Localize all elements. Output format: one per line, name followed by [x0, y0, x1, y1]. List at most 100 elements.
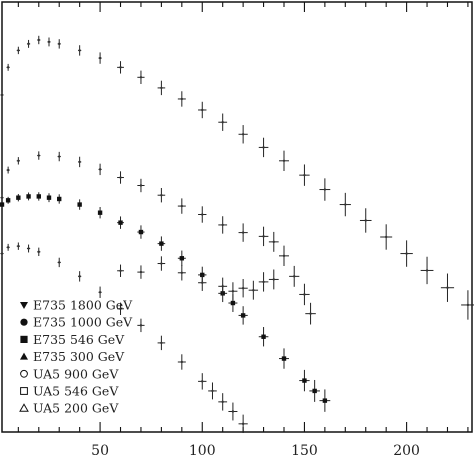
data-point	[241, 231, 245, 234]
data-point	[272, 278, 275, 281]
data-point	[160, 86, 163, 90]
legend-marker-triangle-down	[20, 302, 28, 309]
data-point	[6, 168, 10, 172]
data-point	[405, 252, 408, 255]
data-point-square	[159, 241, 164, 246]
data-point	[252, 288, 255, 292]
legend-label: UA5 200 GeV	[33, 401, 119, 416]
data-point	[180, 204, 184, 208]
data-point-square	[97, 210, 103, 215]
data-point	[37, 154, 40, 157]
legend-marker-triangle-up-filled	[20, 352, 28, 360]
data-point	[309, 312, 312, 315]
legend-marker-circle-open	[20, 369, 28, 378]
data-point	[262, 235, 265, 238]
data-point	[262, 146, 265, 149]
data-point-square	[57, 196, 62, 202]
data-point	[6, 66, 10, 69]
data-point-square	[0, 202, 5, 207]
legend-label: E735 1000 GeV	[33, 315, 133, 330]
x-tick-label: 50	[91, 443, 109, 459]
data-point-square	[302, 378, 307, 383]
data-point-square	[230, 300, 236, 306]
data-point-square	[26, 194, 31, 199]
data-point	[119, 66, 122, 69]
data-point	[47, 40, 51, 44]
data-point	[344, 203, 347, 206]
data-point	[160, 341, 163, 345]
data-point	[221, 285, 224, 288]
data-point	[160, 262, 163, 265]
data-point	[37, 38, 40, 42]
data-point-square	[322, 398, 328, 403]
data-point	[27, 42, 30, 46]
data-point	[323, 188, 327, 191]
data-point	[139, 324, 143, 327]
legend-marker-square-filled	[20, 335, 28, 343]
data-point	[201, 213, 204, 216]
data-point	[0, 252, 4, 255]
data-point	[139, 270, 143, 274]
legend-label: E735 546 GeV	[33, 332, 125, 347]
data-point	[58, 261, 61, 264]
data-point	[119, 307, 122, 310]
data-point-square	[179, 256, 185, 261]
data-point	[78, 160, 81, 164]
data-point	[98, 56, 102, 60]
x-tick-label: 200	[393, 443, 420, 459]
data-point	[17, 49, 20, 52]
data-point	[0, 93, 4, 97]
legend-marker-square-open	[20, 387, 28, 395]
data-point	[78, 49, 81, 52]
data-point	[425, 269, 429, 272]
data-point	[221, 400, 224, 404]
data-point-square	[36, 194, 41, 199]
data-point-square	[312, 388, 317, 394]
data-point	[241, 422, 245, 426]
plot-frame	[1, 1, 473, 433]
data-point	[231, 290, 235, 293]
legend-marker-circle-filled	[20, 318, 28, 326]
x-tick-label: 150	[291, 443, 318, 459]
data-point	[98, 291, 102, 294]
data-point	[37, 250, 40, 254]
data-point	[201, 380, 204, 383]
legend-label: E735 300 GeV	[33, 349, 125, 364]
legend-label: E735 1800 GeV	[33, 298, 133, 313]
data-point-square	[118, 220, 123, 225]
data-point	[282, 159, 286, 163]
data-point-square	[46, 195, 52, 200]
data-point-square	[261, 334, 266, 339]
data-point	[17, 159, 20, 163]
data-point-square	[138, 229, 144, 235]
data-point	[119, 269, 122, 272]
legend-label: UA5 900 GeV	[33, 366, 119, 381]
data-point	[303, 293, 306, 296]
data-point	[211, 389, 214, 393]
x-tick-label: 100	[189, 443, 216, 459]
data-point	[160, 194, 163, 197]
data-point	[98, 168, 102, 171]
data-point	[58, 155, 61, 158]
data-point	[180, 271, 184, 274]
data-point-square	[240, 313, 246, 318]
data-point	[27, 247, 30, 250]
data-point	[272, 240, 275, 244]
data-point	[364, 219, 367, 222]
data-point	[446, 286, 449, 289]
legend-label: UA5 546 GeV	[33, 384, 119, 399]
data-point	[221, 121, 224, 124]
data-point	[58, 42, 61, 46]
data-point	[139, 184, 143, 187]
data-point	[282, 254, 286, 258]
data-point	[293, 275, 296, 278]
data-point	[139, 76, 143, 79]
legend-marker-triangle-up-open	[19, 403, 29, 412]
data-point	[17, 244, 20, 248]
data-point	[6, 246, 10, 249]
data-point	[303, 173, 306, 177]
data-point	[180, 97, 184, 101]
data-point	[78, 275, 81, 278]
